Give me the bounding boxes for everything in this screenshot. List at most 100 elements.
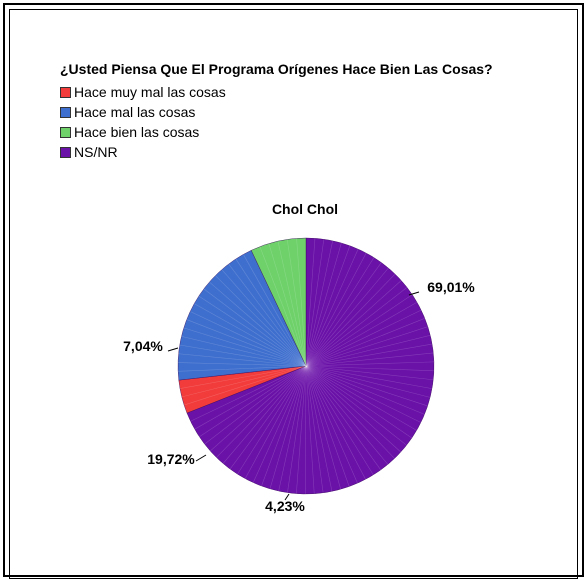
slice-texture-line xyxy=(277,241,307,367)
slice-texture-line xyxy=(190,311,307,367)
slice-texture-line xyxy=(203,288,307,367)
slice-texture-line xyxy=(178,353,307,367)
slice-texture-line xyxy=(210,365,307,452)
slice-texture-line xyxy=(216,365,307,458)
data-label: 4,23% xyxy=(265,498,305,514)
leader-line xyxy=(284,493,290,501)
slice-texture-line xyxy=(305,365,407,446)
legend-swatch xyxy=(60,106,71,118)
slice-texture-line xyxy=(305,365,428,407)
slice-texture-line xyxy=(305,365,395,459)
slice-texture-line xyxy=(186,319,307,367)
slice-texture-line xyxy=(305,365,341,490)
slice-texture-line xyxy=(296,238,307,367)
slice-texture-line xyxy=(204,365,307,445)
slice-texture-line xyxy=(228,263,307,367)
slice-texture-line xyxy=(305,252,367,367)
slice-texture-line xyxy=(305,365,431,398)
data-label: 19,72% xyxy=(147,451,195,467)
slice-texture-line xyxy=(305,301,418,367)
slice-texture-line xyxy=(305,365,358,484)
legend-item: NS/NR xyxy=(60,142,226,162)
slice-texture-line xyxy=(237,365,307,475)
slice-texture-line xyxy=(287,365,307,493)
slice-texture-line xyxy=(184,365,307,406)
slice-texture-line xyxy=(179,365,307,389)
slice-texture-line xyxy=(305,242,342,367)
slice-texture-line xyxy=(194,303,307,367)
legend: Hace muy mal las cosas Hace mal las cosa… xyxy=(60,82,226,162)
slice-texture-line xyxy=(305,365,434,372)
slice-texture-line xyxy=(199,365,307,438)
slice-texture-line xyxy=(305,287,408,367)
leader-line xyxy=(195,454,207,462)
slice-texture-line xyxy=(305,365,434,381)
slice-texture-line xyxy=(305,267,389,367)
slice-texture-line xyxy=(259,246,307,367)
slice-texture-line xyxy=(305,280,402,367)
slice-texture-line xyxy=(209,281,307,367)
slice-texture-line xyxy=(221,269,307,367)
pie-slice xyxy=(177,250,307,381)
pie-slice xyxy=(250,237,307,367)
slice-texture-line xyxy=(305,335,431,367)
slice-texture-line xyxy=(305,326,428,367)
chart-title: ¿Usted Piensa Que El Programa Orígenes H… xyxy=(60,61,493,77)
slice-texture-line xyxy=(194,365,307,430)
slice-texture-line xyxy=(305,248,359,367)
legend-label: Hace muy mal las cosas xyxy=(74,84,226,100)
slice-texture-line xyxy=(305,365,401,453)
slice-texture-line xyxy=(305,365,324,493)
slice-texture-line xyxy=(305,365,374,476)
leader-line xyxy=(408,291,420,296)
slice-texture-line xyxy=(305,365,366,480)
data-label: 69,01% xyxy=(427,279,475,295)
slice-texture-line xyxy=(305,239,325,367)
slice-texture-line xyxy=(305,262,382,367)
slice-texture-line xyxy=(305,245,351,367)
slice-texture-line xyxy=(305,365,425,415)
data-label: 7,04% xyxy=(123,338,163,354)
slice-texture-line xyxy=(244,365,307,479)
slice-texture-line xyxy=(305,257,375,367)
legend-swatch xyxy=(60,126,71,138)
slice-texture-line xyxy=(305,309,422,367)
slice-texture-line xyxy=(278,365,307,492)
leader-line xyxy=(167,347,179,352)
slice-texture-line xyxy=(305,365,421,423)
slice-texture-line xyxy=(305,365,333,492)
slice-texture-line xyxy=(305,273,396,367)
legend-label: Hace mal las cosas xyxy=(74,104,196,120)
slice-texture-line xyxy=(286,239,307,367)
slice-texture-line xyxy=(296,365,307,494)
slice-texture-line xyxy=(305,343,433,367)
slice-texture-line xyxy=(305,365,413,439)
slice-texture-line xyxy=(183,327,307,367)
slice-texture-line xyxy=(305,294,413,367)
slice-texture-line xyxy=(198,295,307,367)
slice-texture-line xyxy=(305,240,333,367)
slice-texture-line xyxy=(252,365,307,483)
slice-texture-line xyxy=(305,365,433,389)
slice-texture-line xyxy=(268,243,307,367)
slice-texture-line xyxy=(305,361,434,367)
slice-texture-line xyxy=(305,318,425,367)
slice-texture-line xyxy=(178,362,307,367)
slice-texture-line xyxy=(181,365,307,398)
slice-texture-line xyxy=(305,365,350,487)
slice-texture-line xyxy=(304,365,307,495)
slice-texture-line xyxy=(305,365,315,494)
legend-label: Hace bien las cosas xyxy=(74,124,200,140)
slice-texture-line xyxy=(305,365,382,471)
legend-swatch xyxy=(60,86,71,98)
slice-texture-line xyxy=(243,254,307,367)
legend-item: Hace mal las cosas xyxy=(60,102,226,122)
slice-texture-line xyxy=(261,365,307,487)
legend-item: Hace bien las cosas xyxy=(60,122,226,142)
slice-texture-line xyxy=(305,352,434,367)
legend-item: Hace muy mal las cosas xyxy=(60,82,226,102)
pie-slice xyxy=(186,237,435,495)
legend-swatch xyxy=(60,146,71,158)
slice-texture-line xyxy=(181,336,307,367)
